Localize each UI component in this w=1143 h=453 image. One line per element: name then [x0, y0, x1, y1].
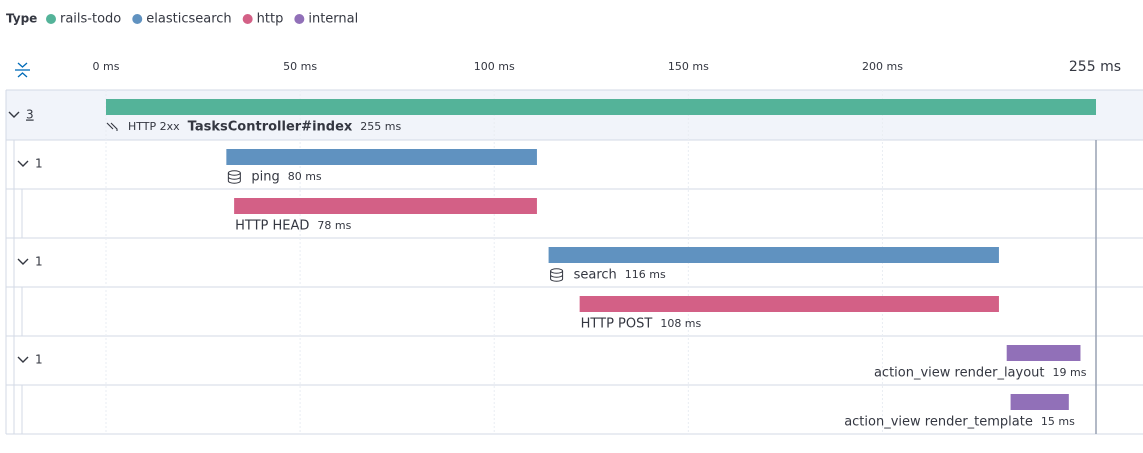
- legend-title: Type: [6, 12, 37, 26]
- legend-label: elasticsearch: [146, 12, 231, 27]
- span-bar: [226, 149, 537, 165]
- span-bar: [579, 296, 999, 312]
- icon-part: [550, 271, 564, 282]
- span-duration: 108 ms: [660, 317, 701, 330]
- span-bar: [1010, 394, 1069, 410]
- legend-dot: [294, 14, 305, 24]
- x-tick-label: 50 ms: [283, 60, 317, 73]
- transaction-icon: [106, 122, 118, 131]
- legend-label: internal: [308, 12, 358, 27]
- span-duration: 19 ms: [1053, 366, 1087, 379]
- legend-dot: [132, 14, 143, 24]
- x-tick-label: 255 ms: [1069, 59, 1121, 75]
- span-label: HTTP POST 108 ms: [581, 317, 702, 332]
- span-label: HTTP HEAD 78 ms: [235, 219, 352, 234]
- span-bar: [1006, 345, 1081, 361]
- span-name: search: [574, 268, 617, 283]
- collapse-all-icon[interactable]: [15, 62, 30, 78]
- expand-toggle[interactable]: [17, 258, 29, 265]
- icon-part: [227, 173, 241, 184]
- span-bar: [106, 99, 1096, 115]
- x-tick-label: 200 ms: [862, 60, 903, 73]
- icon-part: [227, 170, 241, 176]
- span-duration: 116 ms: [625, 268, 666, 281]
- legend-dot: [46, 14, 56, 24]
- icon-part: [106, 122, 114, 130]
- span-duration: 78 ms: [317, 219, 351, 232]
- legend-label: http: [257, 12, 284, 27]
- expand-toggle[interactable]: [8, 111, 20, 118]
- span-bar: [548, 247, 999, 263]
- x-tick-label: 0 ms: [93, 60, 120, 73]
- span-duration: 15 ms: [1041, 415, 1075, 428]
- expand-toggle[interactable]: [17, 356, 29, 363]
- span-bar: [234, 198, 537, 214]
- x-tick-label: 150 ms: [668, 60, 709, 73]
- child-count: 3: [26, 108, 34, 122]
- child-count: 1: [35, 353, 43, 367]
- span-name: action_view render_template: [844, 415, 1033, 430]
- span-name: HTTP POST: [581, 317, 653, 332]
- span-label: action_view render_template 15 ms: [844, 415, 1075, 430]
- icon-part: [110, 122, 118, 131]
- icon-part: [550, 268, 564, 274]
- span-label: action_view render_layout 19 ms: [874, 366, 1087, 381]
- child-count: 1: [35, 255, 43, 269]
- span-name: action_view render_layout: [874, 366, 1045, 381]
- legend-dot: [242, 14, 253, 24]
- span-name: TasksController#index: [188, 120, 353, 135]
- child-count: 1: [35, 157, 43, 171]
- span-duration: 255 ms: [360, 120, 401, 133]
- database-icon: [550, 268, 564, 282]
- expand-toggle[interactable]: [17, 160, 29, 167]
- database-icon: [227, 170, 241, 184]
- span-duration: 80 ms: [288, 170, 322, 183]
- span-name: HTTP HEAD: [235, 219, 309, 234]
- x-tick-label: 100 ms: [474, 60, 515, 73]
- span-label: search 116 ms: [550, 268, 666, 283]
- legend-label: rails-todo: [60, 12, 121, 27]
- span-name: ping: [251, 170, 279, 185]
- span-label: ping 80 ms: [227, 170, 322, 185]
- status-badge: HTTP 2xx: [128, 120, 180, 133]
- span-label: HTTP 2xx TasksController#index 255 ms: [106, 120, 402, 135]
